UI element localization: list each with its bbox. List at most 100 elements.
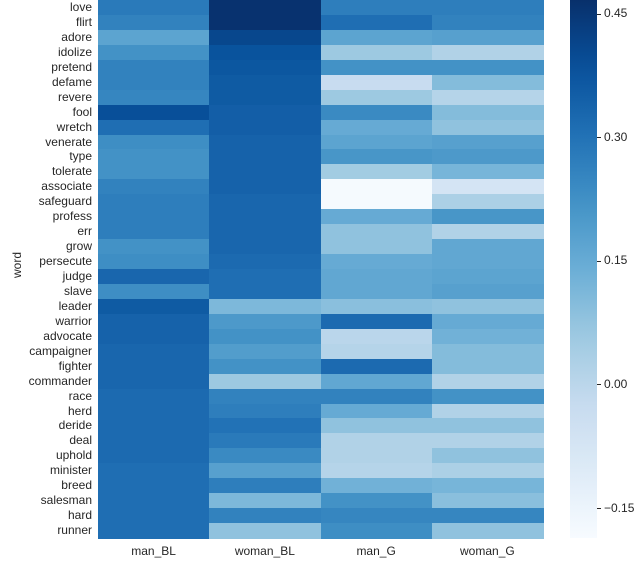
y-tick-label: campaigner: [29, 343, 92, 358]
heatmap-cell: [320, 403, 433, 420]
heatmap-cell: [209, 283, 322, 300]
heatmap-cell: [431, 164, 544, 181]
heatmap-cell: [431, 119, 544, 136]
heatmap-cell: [320, 89, 433, 106]
heatmap-cell: [320, 29, 433, 46]
y-tick-label: revere: [57, 89, 92, 104]
heatmap-cell: [209, 418, 322, 435]
heatmap-cell: [98, 74, 210, 91]
heatmap-cell: [98, 104, 210, 121]
heatmap-cell: [431, 283, 544, 300]
x-tick-label: woman_G: [460, 544, 515, 558]
heatmap-cell: [431, 0, 544, 16]
heatmap-cell: [320, 224, 433, 241]
heatmap-cell: [98, 254, 210, 271]
heatmap-cell: [431, 29, 544, 46]
y-tick-label: pretend: [51, 59, 92, 74]
heatmap-cell: [320, 373, 433, 390]
colorbar-tick: −0.15: [597, 501, 634, 515]
heatmap-cell: [320, 508, 433, 525]
y-tick-label: minister: [49, 463, 92, 478]
heatmap-cell: [98, 209, 210, 226]
heatmap-cell: [98, 343, 210, 360]
heatmap-cell: [320, 298, 433, 315]
heatmap-cell: [431, 254, 544, 271]
y-tick-label: commander: [28, 373, 92, 388]
heatmap-cell: [98, 119, 210, 136]
heatmap-cell: [98, 388, 210, 405]
heatmap-cell: [209, 373, 322, 390]
heatmap-cell: [320, 418, 433, 435]
heatmap-cell: [431, 523, 544, 540]
heatmap-cell: [209, 269, 322, 285]
heatmap-cell: [320, 328, 433, 345]
heatmap-cell: [431, 194, 544, 211]
heatmap-cell: [98, 508, 210, 525]
heatmap-cell: [320, 478, 433, 495]
heatmap-cell: [209, 478, 322, 495]
heatmap-cell: [320, 523, 433, 540]
heatmap-cell: [209, 358, 322, 375]
heatmap-cell: [320, 74, 433, 91]
y-tick-label: associate: [41, 179, 92, 194]
heatmap-cell: [98, 164, 210, 181]
y-tick-label: adore: [61, 29, 92, 44]
heatmap-cell: [320, 493, 433, 510]
heatmap-cell: [209, 74, 322, 91]
heatmap-cell: [431, 74, 544, 91]
heatmap-cell: [320, 313, 433, 330]
y-tick-label: advocate: [43, 328, 92, 343]
heatmap-cell: [431, 433, 544, 450]
y-tick-label: err: [77, 224, 92, 239]
heatmap-cell: [431, 44, 544, 61]
y-tick-label: judge: [62, 269, 92, 283]
heatmap-cell: [209, 164, 322, 181]
y-tick-label: salesman: [40, 493, 92, 508]
heatmap-cell: [98, 194, 210, 211]
heatmap-cell: [209, 29, 322, 46]
heatmap-cell: [431, 89, 544, 106]
heatmap-cell: [431, 298, 544, 315]
heatmap-cell: [209, 254, 322, 271]
heatmap-cell: [209, 209, 322, 226]
y-tick-label: type: [69, 149, 92, 164]
heatmap-cell: [98, 328, 210, 345]
heatmap-cell: [209, 149, 322, 166]
heatmap-cell: [431, 328, 544, 345]
heatmap-cell: [320, 149, 433, 166]
heatmap-cell: [209, 224, 322, 241]
heatmap-cell: [209, 59, 322, 76]
heatmap-cell: [320, 194, 433, 211]
heatmap-cell: [98, 478, 210, 495]
heatmap-cell: [320, 134, 433, 151]
y-tick-label: hard: [67, 508, 92, 523]
y-tick-label: uphold: [55, 448, 92, 463]
heatmap-cell: [431, 149, 544, 166]
heatmap-cell: [209, 134, 322, 151]
heatmap-cell: [209, 508, 322, 525]
heatmap-cell: [320, 343, 433, 360]
colorbar-tick-labels: 0.45 0.30 0.15 0.00 −0.15: [597, 0, 640, 540]
heatmap-cell: [209, 448, 322, 465]
heatmap-cell: [98, 493, 210, 510]
heatmap-cell: [209, 104, 322, 121]
heatmap-cell: [209, 343, 322, 360]
heatmap-cell: [320, 0, 433, 16]
heatmap-cell: [431, 104, 544, 121]
x-tick-label: man_BL: [131, 544, 176, 558]
heatmap-cell: [98, 433, 210, 450]
colorbar-tick: 0.00: [597, 377, 627, 391]
y-tick-label: persecute: [39, 254, 92, 269]
heatmap-cell: [431, 313, 544, 330]
x-axis-tick-labels: man_BL woman_BL man_G woman_G: [98, 544, 543, 560]
heatmap-cell: [98, 44, 210, 61]
y-tick-label: fool: [72, 104, 92, 119]
heatmap-cell: [431, 448, 544, 465]
heatmap-cell: [320, 104, 433, 121]
y-axis-tick-labels: love flirt adore idolize pretend defame revere…: [0, 0, 92, 540]
heatmap-cell: [209, 179, 322, 196]
heatmap-cell: [320, 59, 433, 76]
y-tick-label: idolize: [57, 44, 92, 59]
heatmap-cell: [431, 209, 544, 226]
heatmap-cell: [98, 0, 210, 16]
